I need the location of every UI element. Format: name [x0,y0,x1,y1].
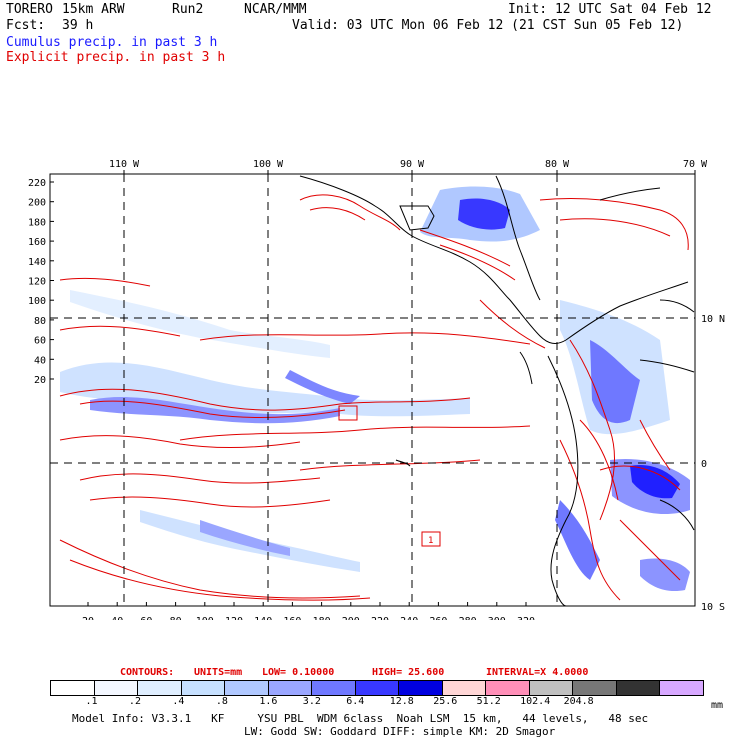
colorbar-swatch [616,681,661,695]
x-tick-label: 100 [196,616,214,620]
y-tick-label: 220 [28,178,46,189]
colorbar-level: .1 [85,696,98,707]
legend-explicit: Explicit precip. in past 3 h [6,50,226,65]
colorbar-swatch [660,681,703,695]
x-tick-label: 140 [254,616,272,620]
lon-label: 100 W [253,159,284,170]
colorbar-swatch [486,681,530,695]
legend-cumulus: Cumulus precip. in past 3 h [6,35,218,50]
x-tick-label: 40 [111,616,123,620]
x-tick-label: 80 [170,616,182,620]
map-frame [49,173,696,607]
lon-label: 80 W [545,159,570,170]
colorbar-swatch [94,681,139,695]
valid-time: Valid: 03 UTC Mon 06 Feb 12 (21 CST Sun … [292,18,684,33]
lon-label: 90 W [400,159,425,170]
colorbar-swatch [138,681,182,695]
marker-box-label: 1 [428,536,433,546]
y-tick-label: 60 [34,336,46,347]
contours-label: CONTOURS: [120,667,175,678]
marker-box-b [421,531,441,547]
x-tick-label: 180 [313,616,331,620]
y-tick-label: 180 [28,217,46,228]
y-tick-label: 40 [34,355,46,366]
colorbar-level: 12.8 [389,696,414,707]
colorbar-level: 25.6 [433,696,458,707]
x-tick-label: 20 [82,616,94,620]
colorbar-swatch [268,681,313,695]
colorbar-level: .4 [172,696,185,707]
x-tick-label: 320 [517,616,535,620]
lon-label: 70 W [683,159,708,170]
y-tick-label: 160 [28,237,46,248]
y-tick-label: 20 [34,375,46,386]
colorbar-level: 204.8 [563,696,594,707]
lat-lon-grid [50,174,695,606]
y-tick-label: 200 [28,198,46,209]
x-tick-label: 240 [400,616,418,620]
colorbar-level: .8 [215,696,228,707]
x-tick-label: 120 [225,616,243,620]
physics-info: LW: Godd SW: Goddard DIFF: simple KM: 2D… [244,725,556,738]
explicit-precip-contours [59,194,689,601]
colorbar-level: 1.6 [259,696,278,707]
lat-label: 10 N [701,314,725,325]
colorbar-level: 102.4 [520,696,551,707]
colorbar-swatch [442,681,487,695]
lat-label: 10 S [701,602,725,613]
y-tick-label: 100 [28,296,46,307]
colorbar-level: 6.4 [346,696,365,707]
init-time: Init: 12 UTC Sat 04 Feb 12 [508,2,712,17]
colorbar-swatch [312,681,356,695]
y-tick-label: 80 [34,316,46,327]
colorbar-swatch [51,681,95,695]
coastlines [299,175,695,606]
x-tick-label: 260 [429,616,447,620]
y-tick-label: 140 [28,257,46,268]
fcst-label: Fcst: [6,18,46,33]
colorbar-swatch [573,681,617,695]
contours-units: UNITS=mm [194,667,243,678]
colorbar-swatch [355,681,400,695]
x-tick-label: 160 [283,616,301,620]
x-tick-label: 280 [459,616,477,620]
colorbar-swatch [181,681,226,695]
y-tick-label: 120 [28,277,46,288]
lat-label: 0 [701,459,707,470]
resolution: 15km ARW [62,2,125,17]
colorbar [50,680,704,696]
contours-high: HIGH= 25.600 [372,667,445,678]
run-id: Run2 [172,2,204,17]
model-info: Model Info: V3.3.1 KF YSU PBL WDM 6class… [72,712,649,725]
x-tick-label: 300 [488,616,506,620]
lon-label: 110 W [109,159,140,170]
colorbar-swatch [529,681,574,695]
colorbar-swatch [399,681,443,695]
organization: NCAR/MMM [244,2,307,17]
colorbar-unit: mm [711,700,724,711]
colorbar-level: 3.2 [302,696,321,707]
x-tick-label: 200 [342,616,360,620]
colorbar-swatch [225,681,269,695]
contours-interval: INTERVAL=X 4.0000 [486,667,589,678]
model-name: TORERO [6,2,53,17]
fcst-value: 39 h [62,18,94,33]
x-tick-label: 220 [371,616,389,620]
x-tick-label: 60 [140,616,152,620]
cumulus-precip-field [60,186,690,592]
colorbar-level: .2 [128,696,141,707]
colorbar-level: 51.2 [476,696,501,707]
contours-low: LOW= 0.10000 [262,667,335,678]
marker-box-a [338,405,358,421]
